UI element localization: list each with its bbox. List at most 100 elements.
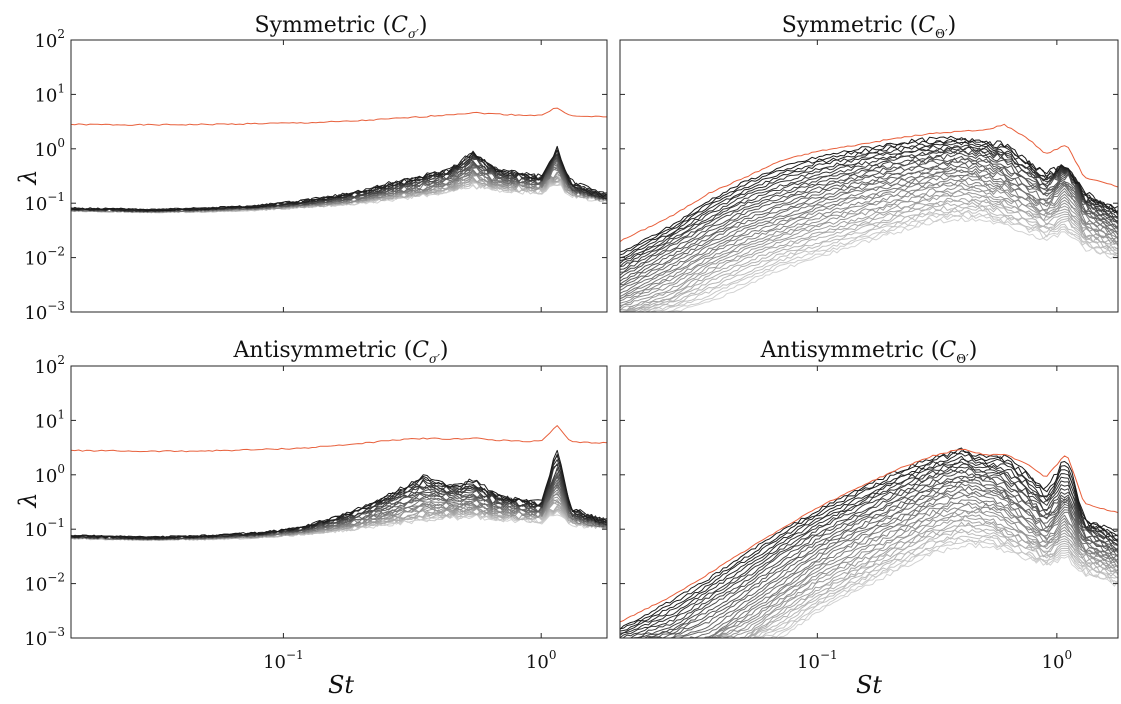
mode-line — [620, 193, 1118, 311]
mode-line — [746, 524, 1118, 638]
y-tick-label: 100 — [34, 136, 65, 161]
mode-line — [620, 140, 1118, 262]
mode-line — [742, 521, 1118, 638]
mode-line — [620, 148, 1118, 270]
mode-line — [620, 453, 1118, 632]
mode-line — [624, 204, 1118, 312]
y-tick-labels: 10−3 10−2 10−1 100 101 102 — [24, 27, 65, 324]
x-tick-labels: 10−1 100 — [263, 648, 556, 673]
mode-line — [620, 177, 1118, 299]
y-axis-label: λ — [14, 492, 42, 508]
panel-title: Antisymmetric (Cσ′) — [232, 338, 448, 366]
mode-line — [620, 157, 1118, 282]
mode-line — [71, 149, 607, 212]
leading-mode-line — [71, 425, 607, 453]
axes-frame — [70, 365, 608, 639]
panel-title: Symmetric (CΘ′) — [782, 13, 957, 41]
mode-line — [620, 172, 1118, 297]
mode-line — [688, 489, 1118, 638]
mode-line — [620, 170, 1118, 294]
panel-symmetric-theta: Symmetric (CΘ′) — [619, 13, 1119, 313]
mode-line — [718, 510, 1118, 638]
mode-line — [654, 478, 1118, 638]
mode-line — [753, 534, 1118, 638]
y-tick-label: 101 — [34, 81, 65, 106]
mode-line — [71, 145, 607, 212]
mode-line — [620, 146, 1118, 268]
mode-line — [643, 211, 1118, 312]
mode-line — [71, 463, 607, 540]
x-tick-label: 10−1 — [263, 648, 304, 673]
mode-line — [620, 179, 1118, 302]
mode-line — [620, 455, 1118, 634]
mode-line — [620, 450, 1118, 630]
x-tick-labels: 10−1 100 — [797, 648, 1072, 673]
x-tick-label: 10−1 — [797, 648, 838, 673]
mode-line — [769, 539, 1118, 638]
mode-line — [620, 160, 1118, 285]
mode-line — [620, 447, 1118, 630]
y-tick-label: 102 — [34, 27, 65, 52]
mode-line — [710, 503, 1118, 638]
panel-antisymmetric-sigma: Antisymmetric (Cσ′) λ 10−3 10−2 10−1 100 101… — [14, 338, 608, 699]
mode-line — [722, 514, 1118, 638]
series-group — [620, 447, 1118, 638]
y-tick-label: 101 — [34, 407, 65, 432]
mode-line — [620, 182, 1118, 304]
y-axis-label: λ — [14, 169, 42, 185]
mode-line — [646, 475, 1118, 638]
y-tick-label: 10−2 — [24, 245, 65, 270]
mode-line — [676, 486, 1118, 638]
mode-line — [635, 471, 1118, 638]
mode-line — [710, 499, 1118, 638]
y-tick-label: 10−1 — [24, 516, 65, 541]
y-tick-labels: 10−3 10−2 10−1 100 101 102 — [24, 353, 65, 650]
mode-line — [706, 494, 1118, 638]
mode-line — [620, 190, 1118, 311]
leading-mode-line — [620, 448, 1118, 623]
y-tick-label: 10−2 — [24, 571, 65, 596]
y-tick-label: 10−3 — [24, 625, 65, 650]
mode-line — [620, 197, 1118, 312]
mode-line — [620, 135, 1118, 253]
x-axis-label: St — [856, 671, 882, 699]
mode-line — [716, 507, 1118, 638]
mode-line — [620, 137, 1118, 256]
axes-frame — [619, 365, 1119, 639]
panel-title: Antisymmetric (CΘ′) — [760, 338, 978, 366]
x-tick-label: 100 — [1042, 648, 1073, 673]
mode-line — [711, 501, 1118, 638]
mode-line — [743, 518, 1118, 638]
series-group — [71, 107, 607, 214]
panel-symmetric-sigma: Symmetric (Cσ′) λ 10−3 10−2 10−1 100 101 102 — [14, 13, 608, 324]
mode-line — [620, 165, 1118, 288]
mode-line — [629, 466, 1118, 638]
x-tick-label: 100 — [526, 648, 557, 673]
mode-line — [620, 461, 1118, 638]
mode-line — [671, 483, 1118, 638]
mode-line — [664, 217, 1118, 312]
y-tick-label: 10−3 — [24, 299, 65, 324]
panel-antisymmetric-theta: Antisymmetric (CΘ′) 10−1 100 St — [619, 338, 1119, 699]
y-tick-label: 100 — [34, 462, 65, 487]
mode-line — [620, 152, 1118, 276]
mode-line — [620, 155, 1118, 279]
mode-line — [620, 458, 1118, 636]
series-group — [620, 123, 1118, 312]
mode-line — [621, 202, 1118, 312]
y-tick-label: 102 — [34, 353, 65, 378]
mode-line — [650, 214, 1118, 312]
x-axis-label: St — [328, 671, 354, 699]
mode-line — [629, 207, 1118, 312]
panel-title: Symmetric (Cσ′) — [255, 13, 428, 41]
mode-line — [620, 139, 1118, 259]
mode-line — [620, 145, 1118, 267]
mode-line — [632, 467, 1118, 638]
mode-line — [640, 474, 1118, 638]
mode-line — [71, 449, 607, 539]
mode-line — [697, 491, 1118, 638]
leading-mode-line — [620, 123, 1118, 243]
mode-line — [668, 479, 1118, 638]
mode-line — [635, 209, 1118, 312]
